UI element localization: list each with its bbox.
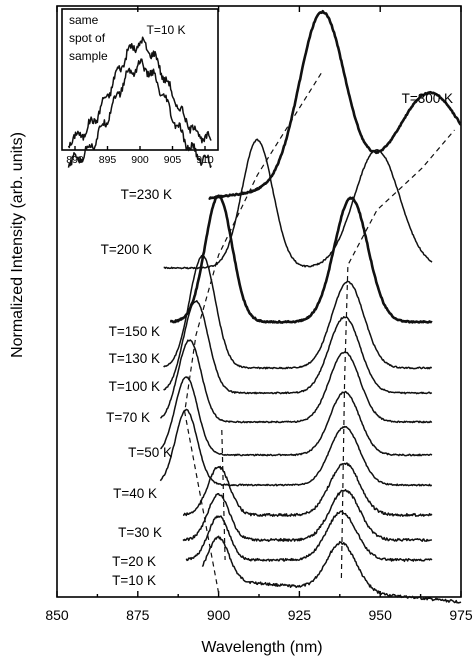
series-label: T=150 K: [109, 324, 160, 339]
series-label: T=50 K: [128, 445, 172, 460]
series-label: T=20 K: [112, 554, 156, 569]
x-tick-label: 975: [449, 607, 473, 623]
peak-guide-line: [184, 71, 323, 594]
series-label: T=230 K: [121, 187, 172, 202]
series-label: T=30 K: [118, 525, 162, 540]
y-axis-label: Normalized Intensity (arb. units): [9, 132, 26, 358]
spectrum-line: [201, 535, 462, 604]
spectrum-line: [182, 462, 433, 517]
spectrum-line: [208, 9, 462, 200]
x-axis-label: Wavelength (nm): [201, 639, 322, 656]
spectrum-line: [182, 488, 433, 542]
plot-frame: [56, 5, 462, 598]
inset-temperature: T=10 K: [146, 23, 185, 37]
x-tick-label: 950: [369, 607, 393, 623]
series-label: T=300 K: [402, 91, 453, 106]
x-tick-label: 850: [45, 607, 69, 623]
x-tick-label: 875: [126, 607, 150, 623]
series-label: T=200 K: [101, 242, 152, 257]
inset-note: same: [69, 13, 99, 27]
peak-guide-line: [221, 429, 226, 561]
x-tick-label: 925: [288, 607, 312, 623]
spectrum-line: [159, 408, 432, 487]
spectrum-line: [160, 339, 433, 424]
series-label: T=70 K: [106, 410, 150, 425]
series-label: T=130 K: [109, 351, 160, 366]
x-tick-label: 900: [207, 607, 231, 623]
spectrum-line: [163, 254, 432, 370]
inset-note: sample: [69, 49, 108, 63]
spectrum-line: [163, 300, 433, 395]
spectrum-line: [185, 510, 433, 563]
inset-x-tick-label: 895: [99, 154, 117, 166]
inset-spectrum-line: [67, 36, 212, 149]
series-label: T=100 K: [109, 379, 160, 394]
inset-note: spot of: [69, 31, 106, 45]
inset-x-tick-label: 905: [164, 154, 182, 166]
spectrum-line: [169, 194, 433, 324]
spectrum-line: [160, 376, 433, 457]
inset-spectrum-line: [67, 58, 212, 168]
spectrum-line: [163, 138, 433, 270]
peak-guide-line: [340, 129, 455, 579]
series-label: T=40 K: [113, 486, 157, 501]
inset-x-tick-label: 900: [131, 154, 149, 166]
series-label: T=10 K: [112, 573, 156, 588]
